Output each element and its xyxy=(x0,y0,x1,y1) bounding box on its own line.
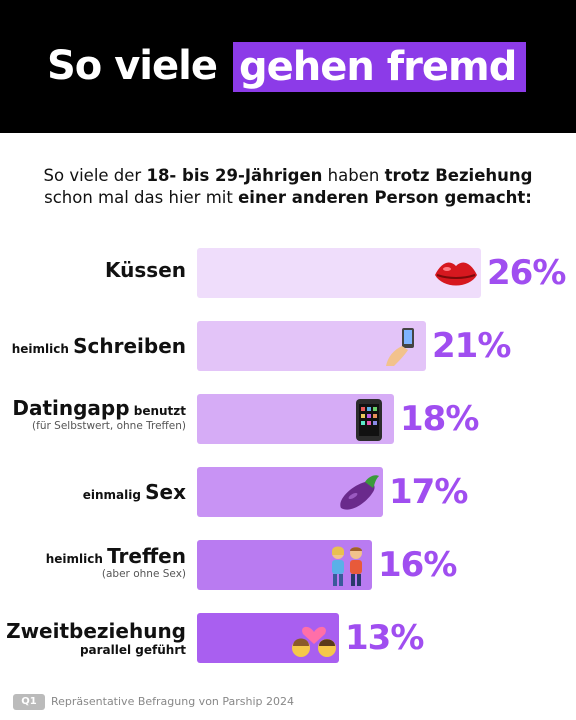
label-prefix: einmalig xyxy=(82,488,146,502)
label-main: Datingapp xyxy=(12,396,130,420)
page-title: So viele gehen fremd xyxy=(0,40,576,96)
title-part-2-highlight: gehen fremd xyxy=(233,42,527,92)
title-part-1: So viele xyxy=(47,43,218,89)
chart-row-zweitbeziehung: Zweitbeziehung parallel geführt 13% xyxy=(0,613,576,663)
value-label-schreiben: 21% xyxy=(432,326,511,366)
label-main: Schreiben xyxy=(73,334,186,358)
source-note: Repräsentative Befragung von Parship 202… xyxy=(51,695,295,708)
label-schreiben: heimlich Schreiben xyxy=(12,334,186,358)
label-note: parallel geführt xyxy=(79,643,186,657)
subtitle-line-1: So viele der 18- bis 29-Jährigen haben t… xyxy=(0,165,576,187)
subtitle-bold: 18- bis 29-Jährigen xyxy=(146,166,323,185)
phone-hand-icon xyxy=(386,328,414,366)
label-main: Treffen xyxy=(107,544,186,568)
label-prefix: heimlich xyxy=(11,342,74,356)
label-main: Zweitbeziehung xyxy=(6,619,186,643)
couple-icon xyxy=(332,546,362,586)
chart-row-sex: einmalig Sex 17% xyxy=(0,467,576,517)
eggplant-icon xyxy=(340,475,379,510)
header-banner: So viele gehen fremd xyxy=(0,0,576,133)
label-suffix: benutzt xyxy=(129,404,186,418)
smartphone-icon xyxy=(356,399,382,441)
lips-icon xyxy=(435,262,477,286)
label-treffen: heimlich Treffen (aber ohne Sex) xyxy=(46,544,186,580)
value-label-kuessen: 26% xyxy=(487,253,566,293)
chart-row-treffen: heimlich Treffen (aber ohne Sex) 16% xyxy=(0,540,576,590)
subtitle: So viele der 18- bis 29-Jährigen haben t… xyxy=(0,165,576,209)
chart-row-schreiben: heimlich Schreiben 21% xyxy=(0,321,576,371)
subtitle-text: So viele der xyxy=(43,166,147,185)
subtitle-bold: einer anderen Person gemacht: xyxy=(238,188,532,207)
label-note: (für Selbstwert, ohne Treffen) xyxy=(32,420,186,432)
label-datingapp: Datingapp benutzt (für Selbstwert, ohne … xyxy=(12,396,186,432)
value-label-treffen: 16% xyxy=(378,545,457,585)
label-zweitbeziehung: Zweitbeziehung parallel geführt xyxy=(6,619,186,657)
value-label-sex: 17% xyxy=(389,472,468,512)
subtitle-text: haben xyxy=(322,166,385,185)
footer: Q1 Repräsentative Befragung von Parship 2… xyxy=(13,694,294,710)
label-main: Sex xyxy=(145,480,186,504)
bar-kuessen xyxy=(197,248,481,298)
value-label-datingapp: 18% xyxy=(400,399,479,439)
label-sex: einmalig Sex xyxy=(83,480,186,504)
kiss-icon xyxy=(292,626,336,657)
chart-row-kuessen: Küssen 26% xyxy=(0,248,576,298)
subtitle-text: schon mal das hier mit xyxy=(44,188,239,207)
label-kuessen: Küssen xyxy=(105,258,186,282)
label-note: (aber ohne Sex) xyxy=(101,568,186,580)
subtitle-bold: trotz Beziehung xyxy=(384,166,533,185)
label-prefix: heimlich xyxy=(45,552,108,566)
question-badge: Q1 xyxy=(13,694,45,710)
chart-row-datingapp: Datingapp benutzt (für Selbstwert, ohne … xyxy=(0,394,576,444)
value-label-zweitbeziehung: 13% xyxy=(345,618,424,658)
subtitle-line-2: schon mal das hier mit einer anderen Per… xyxy=(0,187,576,209)
